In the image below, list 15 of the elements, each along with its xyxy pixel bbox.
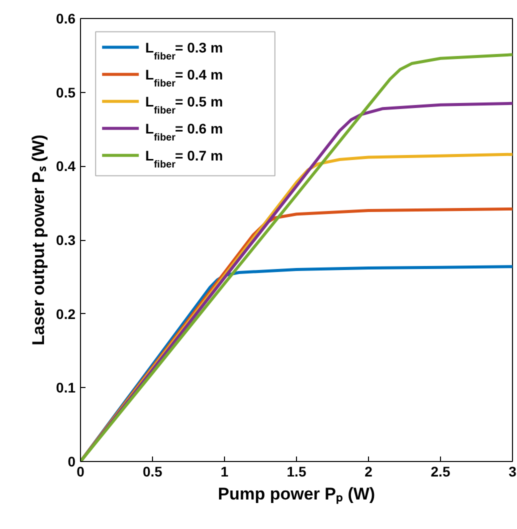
x-tick-label: 2.5 bbox=[430, 464, 450, 480]
x-axis-title: Pump power Pₚ (W) bbox=[218, 484, 376, 504]
y-tick-label: 0.5 bbox=[56, 84, 76, 100]
y-tick-label: 0.4 bbox=[56, 158, 76, 174]
x-tick-label: 3 bbox=[508, 464, 517, 480]
y-tick-label: 0.6 bbox=[56, 10, 76, 26]
y-tick-label: 0.1 bbox=[56, 380, 76, 396]
x-tick-label: 0.5 bbox=[142, 464, 162, 480]
x-tick-label: 1 bbox=[220, 464, 229, 480]
y-tick-label: 0.3 bbox=[56, 232, 76, 248]
x-tick-label: 1.5 bbox=[286, 464, 306, 480]
y-tick-label: 0.2 bbox=[56, 306, 76, 322]
x-tick-label: 2 bbox=[364, 464, 373, 480]
y-tick-label: 0 bbox=[68, 454, 76, 470]
y-axis-title: Laser output power Pₛ (W) bbox=[29, 134, 48, 346]
